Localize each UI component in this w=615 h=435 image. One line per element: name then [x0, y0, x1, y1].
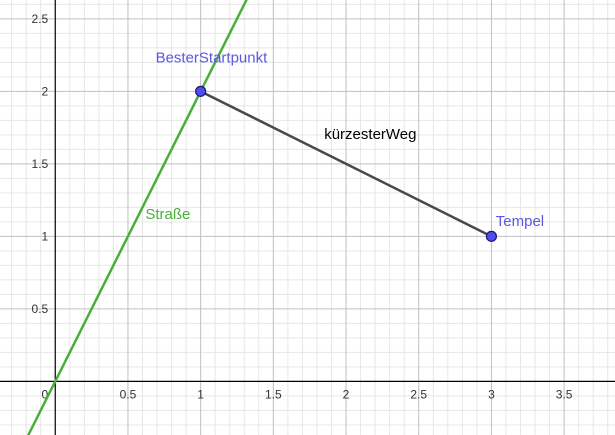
segment-kuerzester-weg[interactable] — [199, 90, 493, 238]
x-tick-label: 1.5 — [265, 387, 282, 401]
line-strasse[interactable] — [27, 0, 248, 435]
x-tick-labels: 0.5 1 1.5 2 2.5 3 3.5 — [120, 387, 573, 401]
label-kuerzester-weg[interactable]: kürzesterWeg — [324, 126, 416, 143]
y-tick-label: 1.5 — [32, 157, 49, 171]
x-tick-label: 3.5 — [556, 387, 573, 401]
point-tempel[interactable] — [485, 230, 498, 242]
y-tick-label: 1 — [42, 229, 49, 243]
x-tick-label: 2 — [343, 387, 350, 401]
y-tick-label: 0.5 — [32, 302, 49, 316]
x-tick-label: 0.5 — [120, 387, 137, 401]
label-strasse[interactable]: Straße — [145, 206, 190, 223]
origin-label: 0 — [42, 387, 49, 401]
x-tick-label: 1 — [197, 387, 204, 401]
label-bester-startpunkt[interactable]: BesterStartpunkt — [156, 49, 269, 66]
x-tick-label: 3 — [488, 387, 495, 401]
point-bester-startpunkt[interactable] — [195, 85, 207, 97]
x-tick-label: 2.5 — [410, 387, 427, 401]
y-tick-labels: 0.5 1 1.5 2 2.5 — [32, 12, 49, 316]
label-tempel[interactable]: Tempel — [496, 213, 544, 230]
y-tick-label: 2.5 — [32, 12, 49, 26]
y-tick-label: 2 — [42, 84, 49, 98]
